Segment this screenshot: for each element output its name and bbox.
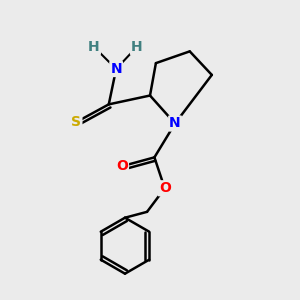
Text: H: H [88, 40, 100, 54]
Text: N: N [110, 62, 122, 76]
Text: O: O [159, 181, 171, 195]
Text: S: S [71, 115, 81, 129]
Text: N: N [169, 116, 181, 130]
Text: O: O [116, 159, 128, 173]
Text: H: H [131, 40, 142, 54]
